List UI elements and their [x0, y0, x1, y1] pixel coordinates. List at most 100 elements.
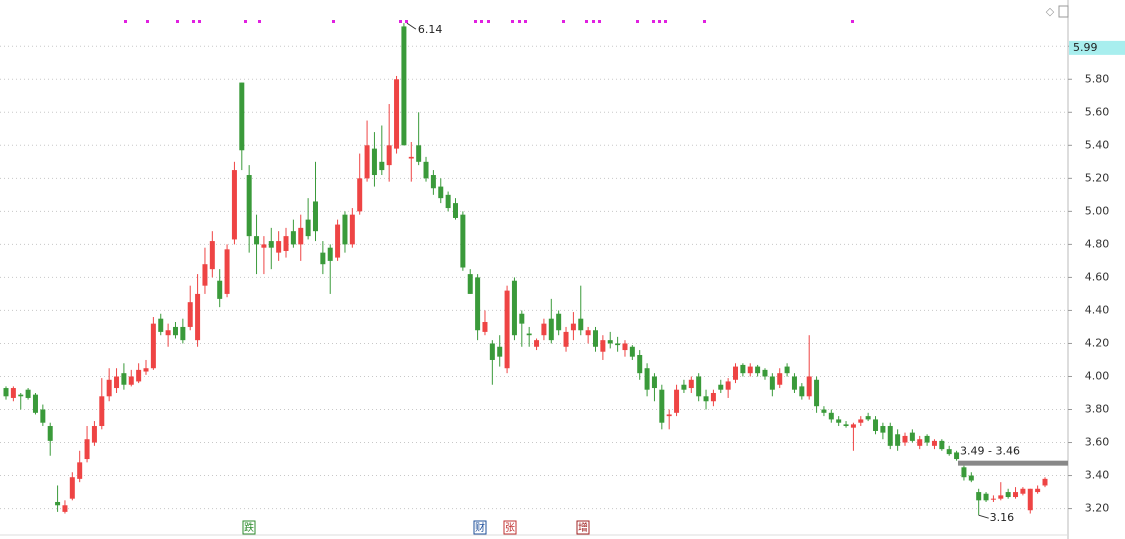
y-tick-label: 5.20	[1085, 171, 1110, 184]
candle-body	[136, 369, 142, 382]
candle-body	[688, 379, 694, 389]
candle-body	[718, 384, 724, 390]
y-tick-label: 3.20	[1085, 502, 1110, 515]
event-dot	[652, 20, 655, 23]
candle-body	[379, 161, 385, 171]
event-dot	[146, 20, 149, 23]
event-dot	[332, 20, 335, 23]
candle-body	[165, 330, 171, 336]
event-icon-label[interactable]: 增	[578, 521, 588, 534]
candle-body	[497, 346, 503, 357]
event-dot	[511, 20, 514, 23]
candle-body	[47, 426, 53, 441]
candle-body	[755, 366, 761, 374]
candle-body	[607, 340, 613, 344]
candle-body	[489, 343, 495, 360]
candle-body	[1020, 488, 1026, 494]
event-dot	[192, 20, 195, 23]
candle-body	[873, 419, 879, 431]
candle-body	[386, 145, 392, 166]
candle-body	[629, 346, 635, 357]
event-icon-label[interactable]: 财	[475, 521, 485, 534]
candle-body	[1042, 478, 1048, 486]
candle-body	[401, 26, 407, 146]
candle-body	[364, 145, 370, 179]
candle-body	[327, 247, 333, 261]
candle-body	[917, 439, 923, 446]
y-tick-label: 3.40	[1085, 469, 1110, 482]
candle-body	[703, 396, 709, 402]
candle-body	[40, 409, 46, 423]
candle-body	[217, 280, 223, 299]
candle-body	[710, 392, 716, 402]
candle-body	[209, 241, 215, 270]
candle-body	[482, 321, 488, 332]
event-dot	[487, 20, 490, 23]
candle-body	[983, 493, 989, 501]
candle-body	[69, 477, 75, 499]
candle-body	[445, 194, 451, 209]
candle-body	[312, 201, 318, 232]
candle-body	[357, 178, 363, 212]
gap-band	[958, 460, 1068, 466]
event-dot	[258, 20, 261, 23]
candle-body	[769, 376, 775, 390]
candle-body	[931, 440, 937, 446]
candle-body	[990, 498, 996, 500]
candle-body	[909, 432, 915, 441]
high-arrow	[406, 22, 417, 30]
candle-body	[1035, 488, 1041, 493]
candle-body	[1027, 488, 1033, 511]
candle-body	[172, 326, 178, 336]
candle-body	[534, 340, 540, 347]
candle-body	[246, 175, 252, 237]
event-dot	[658, 20, 661, 23]
candle-body	[637, 355, 643, 374]
candle-body	[651, 376, 657, 389]
event-icon-label[interactable]: 张	[505, 522, 515, 534]
candle-body	[850, 424, 856, 428]
event-dot	[518, 20, 521, 23]
candle-body	[460, 214, 466, 268]
price-box	[1069, 40, 1125, 55]
event-dot	[474, 20, 477, 23]
candle-body	[954, 452, 960, 460]
event-dot	[585, 20, 588, 23]
y-tick-label: 5.40	[1085, 138, 1110, 151]
event-dot	[703, 20, 706, 23]
candle-body	[84, 439, 90, 460]
candle-body	[438, 186, 444, 199]
event-dot	[598, 20, 601, 23]
candle-body	[814, 379, 820, 407]
candle-body	[202, 264, 208, 286]
candle-body	[467, 274, 473, 294]
event-dot	[562, 20, 565, 23]
candle-body	[777, 373, 783, 385]
event-icon-label[interactable]: 跌	[244, 521, 254, 534]
candle-body	[644, 368, 650, 390]
candle-body	[880, 426, 886, 433]
candle-body	[504, 290, 510, 369]
candle-body	[541, 323, 547, 336]
candle-body	[762, 369, 768, 377]
candle-body	[740, 364, 746, 374]
candle-body	[475, 277, 481, 331]
candle-body	[593, 330, 599, 347]
candle-body	[423, 161, 429, 179]
icon-panel[interactable]	[1058, 5, 1069, 18]
icon-diamond[interactable]: ◇	[1046, 5, 1055, 18]
event-icon	[242, 520, 256, 535]
y-tick-label: 3.80	[1085, 403, 1110, 416]
candle-body	[570, 323, 576, 331]
event-dot	[664, 20, 667, 23]
event-dot	[851, 20, 854, 23]
y-tick-label: 3.60	[1085, 436, 1110, 449]
low-label: 3.16	[990, 511, 1015, 524]
candle-body	[32, 394, 38, 413]
candle-body	[548, 318, 554, 341]
candle-body	[895, 434, 901, 446]
event-icon	[503, 520, 517, 535]
candle-body	[799, 386, 805, 397]
candle-body	[452, 203, 458, 218]
candle-body	[342, 214, 348, 245]
